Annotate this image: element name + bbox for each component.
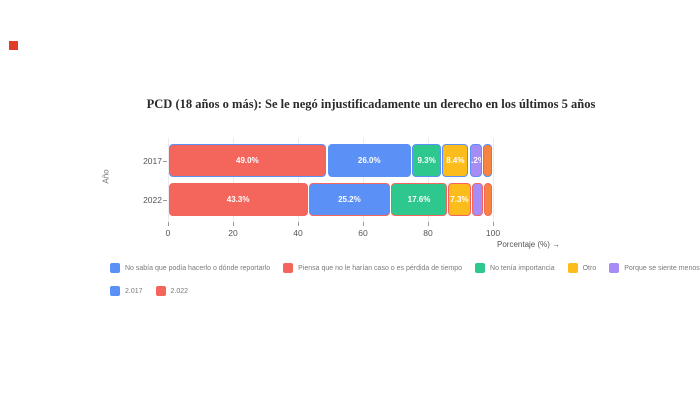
bar-segment: 43.3% (168, 183, 308, 216)
legend-label: Otro (582, 264, 597, 272)
gridline (428, 138, 429, 222)
legend-label: No sabía que podía hacerlo o dónde repor… (125, 264, 271, 272)
bar-segment-label: 8.4% (446, 156, 465, 165)
bar-segment: 49.0% (168, 144, 327, 177)
gridline (233, 138, 234, 222)
legend-item[interactable]: No tenía importancia (475, 263, 555, 273)
legend-swatch-icon (110, 286, 120, 296)
legend-item[interactable]: 2.022 (155, 286, 189, 296)
bar-segment-label: 26.0% (357, 156, 381, 165)
corner-marker (9, 41, 18, 50)
legend-swatch-icon (110, 263, 120, 273)
x-tick-mark (428, 222, 429, 226)
bar-segment: 8.4% (442, 144, 469, 177)
x-tick-label: 60 (358, 228, 368, 238)
x-axis-title: Porcentaje (%) → (497, 240, 561, 249)
bar-segment-label: 7.3% (450, 195, 469, 204)
y-tick-mark (163, 160, 167, 162)
x-tick-mark (298, 222, 299, 226)
y-tick-mark (163, 199, 167, 201)
legend-item[interactable]: No sabía que podía hacerlo o dónde repor… (110, 263, 270, 273)
bar-segment (484, 183, 492, 216)
gridline (493, 138, 494, 222)
legend-label: 2.017 (125, 287, 143, 295)
y-tick-label: 2022 (143, 194, 162, 205)
legend-item[interactable]: Piensa que no le harían caso o es pérdid… (283, 263, 462, 273)
gridline (168, 138, 169, 222)
bar-segment: 17.6% (391, 183, 447, 216)
gridline (298, 138, 299, 222)
legend-swatch-icon (475, 263, 486, 273)
legend-item[interactable]: 2.017 (110, 286, 143, 296)
bar-segment: 7.3% (448, 183, 471, 216)
bar-segment-label: 17.6% (407, 195, 431, 204)
gridline (363, 138, 364, 222)
x-tick-label: 0 (165, 228, 171, 238)
x-tick-mark (493, 222, 494, 226)
bar-segment (472, 183, 483, 216)
bar-segment (483, 144, 492, 177)
legend-swatch-icon (155, 286, 166, 296)
x-tick-label: 40 (293, 228, 303, 238)
legend-item[interactable]: Otro (567, 263, 597, 273)
legend-years: 2.017 2.022 (110, 286, 188, 296)
y-axis-title: Año (101, 169, 111, 184)
legend-swatch-icon (609, 263, 620, 273)
x-tick-mark (168, 222, 169, 226)
legend-swatch-icon (567, 263, 578, 273)
legend-categories: No sabía que podía hacerlo o dónde repor… (110, 263, 700, 273)
bar-segment-label: 49.0% (236, 156, 259, 165)
legend-swatch-icon (283, 263, 294, 273)
bar-segment: 26.0% (327, 144, 411, 177)
legend-item[interactable]: Porque se siente menos (609, 263, 700, 273)
y-tick-label: 2017 (143, 155, 162, 166)
plot-area: 49.0% 26.0% 9.3% 8.4% 4.2% 43.3% 25.2% 17.6% 7.3… (168, 138, 494, 222)
bar-segment: 25.2% (309, 183, 390, 216)
x-tick-label: 100 (485, 228, 501, 238)
legend-label: 2.022 (170, 287, 189, 295)
x-tick-mark (233, 222, 234, 226)
chart-title: PCD (18 años o más): Se le negó injustif… (146, 97, 596, 111)
x-tick-mark (363, 222, 364, 226)
bar-segment-label: 4.2% (471, 156, 481, 165)
bar-segment-label: 9.3% (417, 156, 436, 165)
bar-segment-label: 25.2% (338, 195, 361, 204)
x-tick-label: 80 (423, 228, 433, 238)
bar-row-2022: 43.3% 25.2% 17.6% 7.3% (168, 183, 493, 216)
legend-label: No tenía importancia (490, 264, 555, 272)
bar-segment-label: 43.3% (226, 195, 250, 204)
bar-segment: 9.3% (412, 144, 441, 177)
x-tick-label: 20 (228, 228, 238, 238)
bar-row-2017: 49.0% 26.0% 9.3% 8.4% 4.2% (168, 144, 493, 177)
bar-segment: 4.2% (469, 144, 482, 177)
legend-label: Piensa que no le harían caso o es pérdid… (298, 264, 463, 272)
legend-label: Porque se siente menos (624, 264, 700, 272)
